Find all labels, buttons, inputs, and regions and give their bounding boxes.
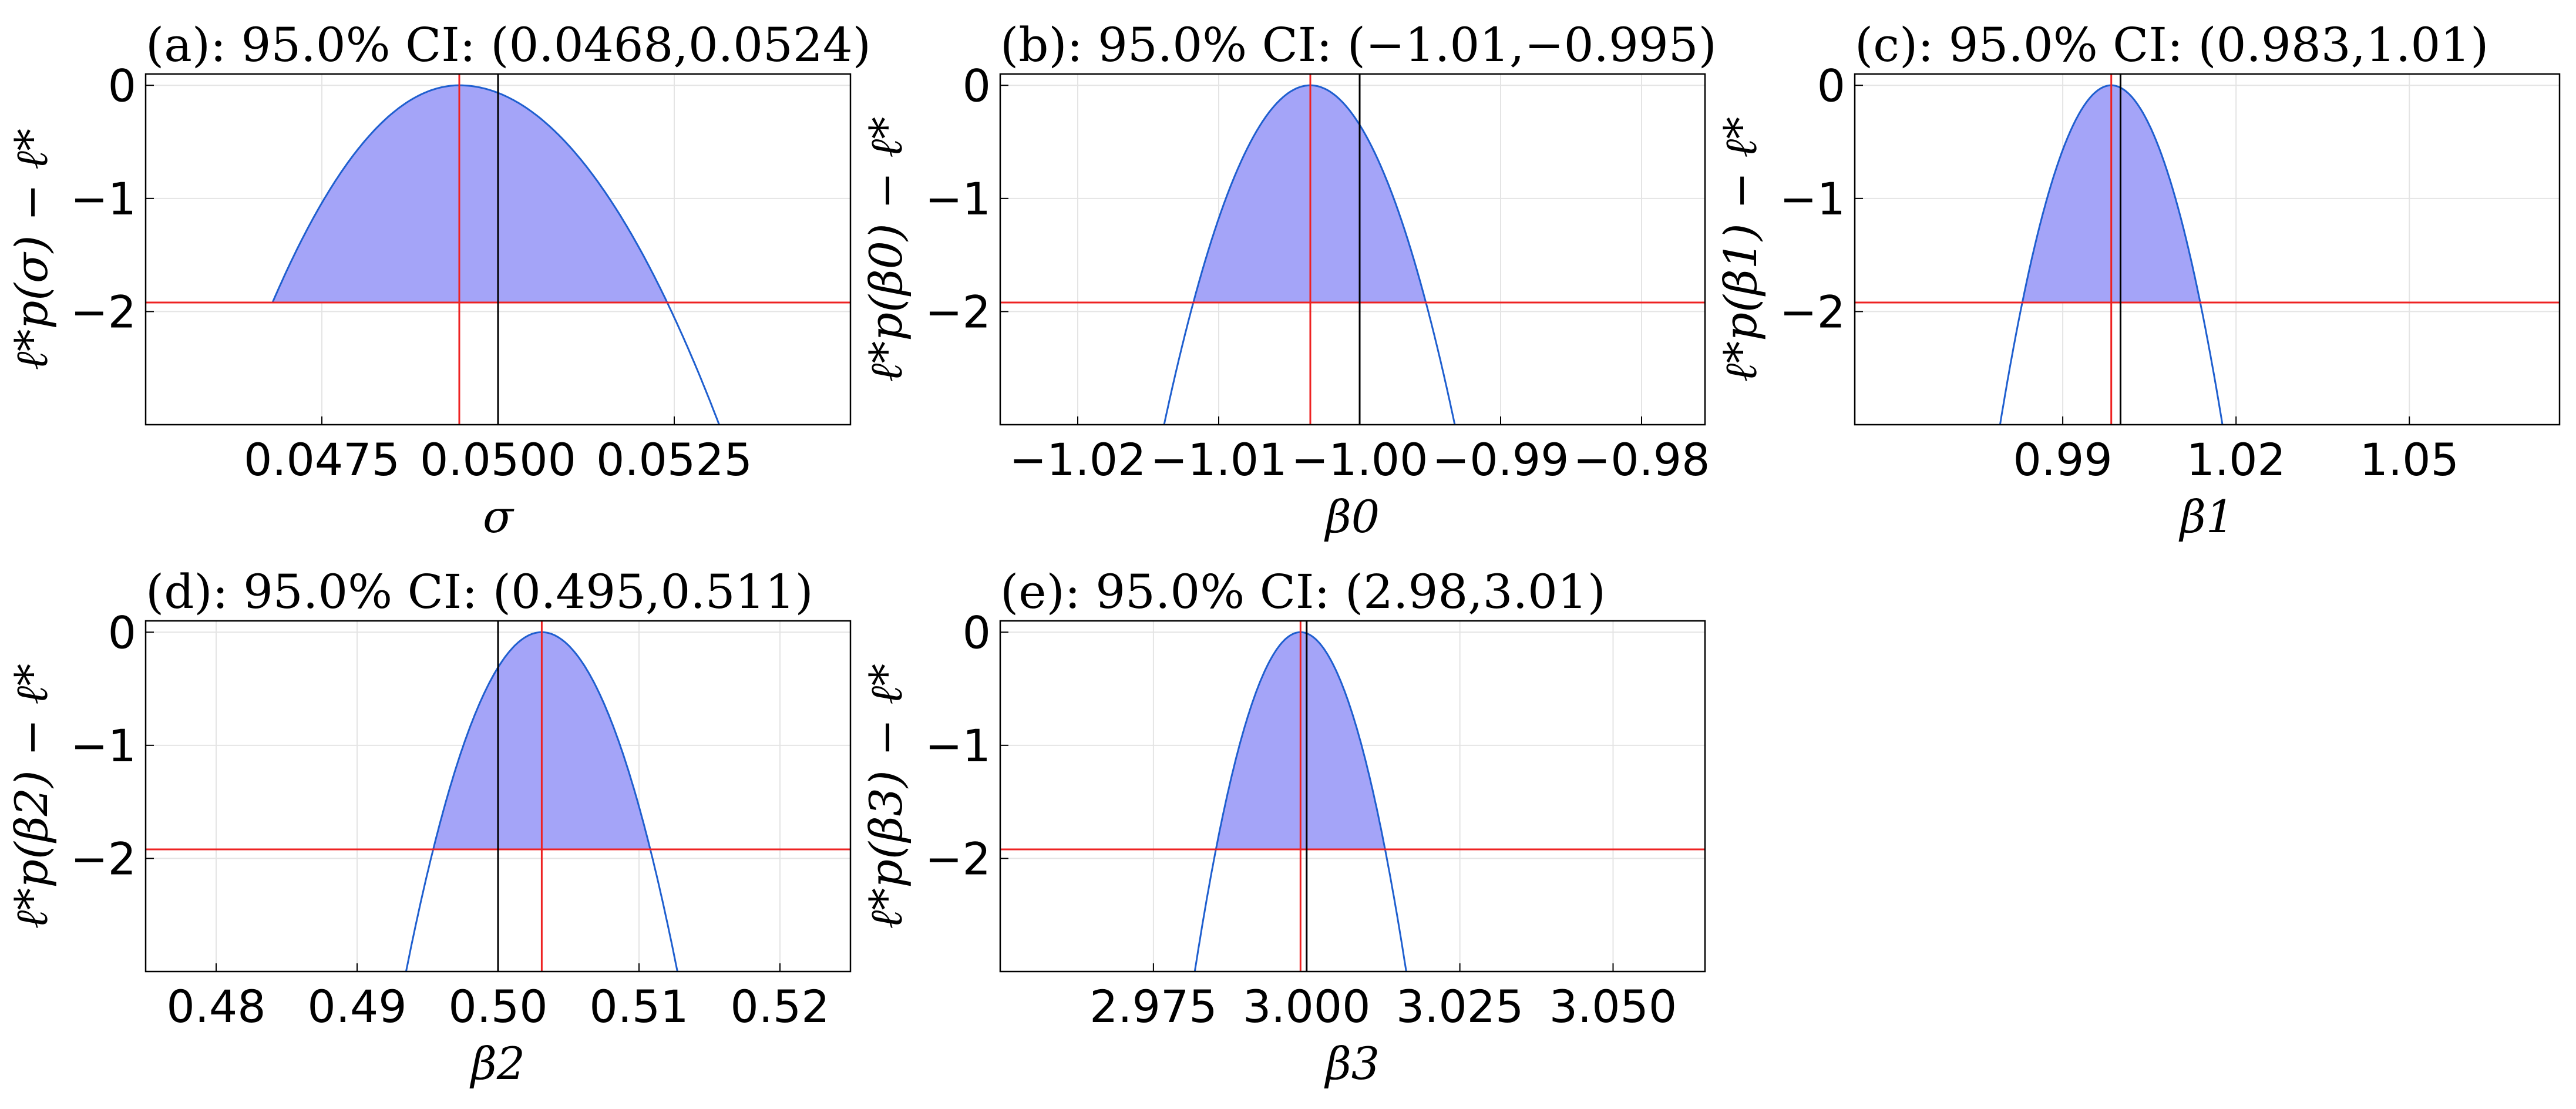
x-tick-label: 0.99 bbox=[2013, 433, 2112, 486]
x-tick-label: 0.50 bbox=[448, 980, 547, 1033]
y-tick-label: −1 bbox=[70, 720, 136, 772]
x-tick-label: 0.49 bbox=[307, 980, 406, 1033]
x-tick-label: 0.48 bbox=[166, 980, 265, 1033]
y-tick-label: −1 bbox=[925, 173, 991, 225]
y-tick-label: −2 bbox=[1780, 285, 1845, 338]
x-tick-label: 0.0525 bbox=[596, 433, 752, 486]
x-axis-label: β0 bbox=[1324, 490, 1380, 543]
x-tick-label: 1.02 bbox=[2187, 433, 2286, 486]
x-tick-label: −0.99 bbox=[1432, 433, 1569, 486]
x-axis-label: β2 bbox=[469, 1037, 525, 1090]
x-tick-label: 0.52 bbox=[730, 980, 829, 1033]
y-tick-label: −2 bbox=[70, 832, 136, 885]
x-tick-label: 0.0500 bbox=[420, 433, 576, 486]
panel-title: (d): 95.0% CI: (0.495,0.511) bbox=[146, 564, 813, 619]
x-tick-label: −1.00 bbox=[1292, 433, 1428, 486]
y-tick-label: −1 bbox=[70, 173, 136, 225]
x-tick-label: 3.000 bbox=[1243, 980, 1371, 1033]
panel-b: −1.02 −1.01 −1.00 −0.99 −0.98 0 −1 −2 (b): 95.0%… bbox=[860, 18, 1717, 543]
y-tick-label: −2 bbox=[70, 285, 136, 338]
y-axis-label: ℓ*p(β1) − ℓ* bbox=[1714, 117, 1767, 382]
x-axis-label: β3 bbox=[1324, 1037, 1380, 1090]
panel-a: 0.0475 0.0500 0.0525 0 −1 −2 (a): 95.0% CI: (0… bbox=[5, 18, 871, 543]
panel-c: 0.99 1.02 1.05 0 −1 −2 (c): 95.0% CI: (0.983,1… bbox=[1714, 18, 2561, 543]
y-tick-label: 0 bbox=[108, 59, 136, 112]
x-tick-label: −1.02 bbox=[1010, 433, 1146, 486]
ci-fill-area bbox=[273, 85, 667, 303]
x-tick-label: −0.98 bbox=[1573, 433, 1710, 486]
y-tick-label: 0 bbox=[963, 606, 991, 658]
x-tick-label: 3.050 bbox=[1549, 980, 1677, 1033]
y-tick-label: 0 bbox=[963, 59, 991, 112]
y-tick-label: −2 bbox=[925, 285, 991, 338]
x-axis-label: β1 bbox=[2178, 490, 2234, 543]
panel-e: 2.975 3.000 3.025 3.050 0 −1 −2 (e): 95.0% CI: … bbox=[860, 564, 1706, 1090]
y-axis-label: ℓ*p(β2) − ℓ* bbox=[5, 664, 58, 929]
x-tick-label: 2.975 bbox=[1089, 980, 1218, 1033]
axes-frame bbox=[1854, 73, 2561, 426]
axes-frame bbox=[999, 620, 1706, 973]
x-tick-label: −1.01 bbox=[1151, 433, 1287, 486]
y-axis-label: ℓ*p(σ) − ℓ* bbox=[5, 129, 58, 370]
y-tick-label: −1 bbox=[925, 720, 991, 772]
y-axis-label: ℓ*p(β3) − ℓ* bbox=[860, 664, 912, 929]
x-tick-label: 0.0475 bbox=[244, 433, 400, 486]
axes-frame bbox=[999, 73, 1706, 426]
x-tick-label: 0.51 bbox=[589, 980, 688, 1033]
panel-title: (e): 95.0% CI: (2.98,3.01) bbox=[1000, 564, 1606, 619]
y-tick-label: 0 bbox=[1817, 59, 1845, 112]
panel-title: (a): 95.0% CI: (0.0468,0.0524) bbox=[146, 18, 871, 72]
panel-title: (c): 95.0% CI: (0.983,1.01) bbox=[1855, 18, 2488, 72]
panel-title: (b): 95.0% CI: (−1.01,−0.995) bbox=[1000, 18, 1717, 72]
x-axis-label: σ bbox=[483, 490, 514, 543]
x-tick-label: 3.025 bbox=[1396, 980, 1524, 1033]
y-tick-label: −1 bbox=[1780, 173, 1845, 225]
x-tick-label: 1.05 bbox=[2360, 433, 2459, 486]
y-tick-label: 0 bbox=[108, 606, 136, 658]
y-axis-label: ℓ*p(β0) − ℓ* bbox=[860, 117, 912, 382]
panel-d: 0.48 0.49 0.50 0.51 0.52 0 −1 −2 (d): 95.0% CI: … bbox=[5, 564, 852, 1090]
y-tick-label: −2 bbox=[925, 832, 991, 885]
